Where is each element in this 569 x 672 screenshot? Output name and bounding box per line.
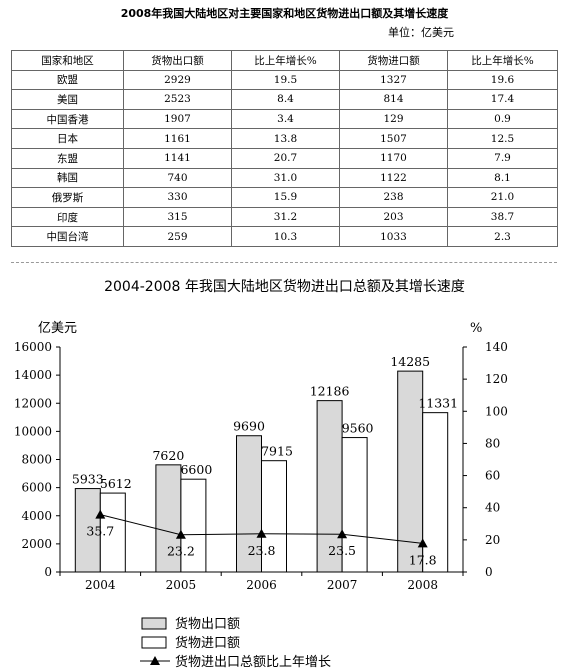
chart-title: 2004-2008 年我国大陆地区货物进出口总额及其增长速度 (104, 279, 465, 295)
table-row: 欧盟 2929 19.5 1327 19.6 (11, 69, 558, 91)
y2-tick-label: 0 (485, 565, 493, 579)
table-cell: 31.2 (231, 206, 340, 228)
import-bar (99, 492, 126, 573)
import-bar (341, 437, 368, 573)
table-cell: 1327 (339, 69, 448, 91)
separator (11, 262, 557, 263)
table-cell: 15.9 (231, 187, 340, 208)
growth-marker (256, 528, 267, 538)
export-bar (155, 464, 182, 573)
growth-marker (417, 538, 428, 548)
table-cell: 8.1 (447, 167, 558, 189)
export-bar (316, 400, 343, 573)
y2-tick-label: 80 (485, 436, 500, 450)
import-value-label: 7915 (261, 444, 293, 459)
y-tick-label: 2000 (21, 537, 52, 551)
legend-import-swatch (141, 636, 167, 649)
table-cell: 7.9 (447, 147, 558, 169)
y-tick-label: 10000 (14, 424, 52, 438)
y-axis-label: 亿美元 (38, 321, 77, 336)
table-row: 俄罗斯 330 15.9 238 21.0 (11, 187, 558, 208)
legend-growth-label: 货物进出口总额比上年增长 (175, 654, 331, 670)
y-tick-label: 16000 (14, 340, 52, 354)
import-value-label: 5612 (100, 476, 132, 491)
table-cell: 1507 (339, 128, 448, 149)
table-title: 2008年我国大陆地区对主要国家和地区货物进出口额及其增长速度 (120, 7, 449, 20)
growth-marker (95, 509, 106, 519)
y-tick-label: 8000 (21, 453, 52, 467)
table-row: 日本 1161 13.8 1507 12.5 (11, 128, 558, 149)
table-cell: 20.7 (231, 147, 340, 169)
x-tick-label: 2008 (407, 578, 438, 592)
y-tick-label: 4000 (21, 509, 52, 523)
table-cell: 1033 (339, 226, 448, 247)
y-tick-label: 6000 (21, 481, 52, 495)
table-cell: 俄罗斯 (11, 187, 124, 208)
y2-axis-label: % (470, 321, 482, 336)
growth-marker (337, 529, 348, 539)
growth-value-label: 23.8 (248, 543, 276, 558)
table-cell: 17.4 (447, 89, 558, 110)
legend-export-label: 货物出口额 (175, 616, 240, 632)
y2-tick-label: 120 (485, 372, 508, 386)
y2-tick-label: 40 (485, 501, 500, 515)
table-row: 东盟 1141 20.7 1170 7.9 (11, 147, 558, 169)
table-cell: 2.3 (447, 226, 558, 247)
import-bar (180, 478, 207, 573)
y-tick-label: 12000 (14, 396, 52, 410)
export-value-label: 12186 (310, 384, 350, 399)
export-bar (236, 435, 262, 573)
trade-table: 国家和地区 货物出口额 比上年增长% 货物进口额 比上年增长% 欧盟 2929 19.5 132… (11, 50, 558, 247)
table-cell: 1907 (123, 108, 232, 130)
growth-value-label: 17.8 (409, 552, 437, 567)
growth-value-label: 35.7 (86, 524, 114, 539)
legend-export-swatch (141, 617, 167, 630)
y2-tick-label: 140 (485, 340, 508, 354)
y2-tick-label: 60 (485, 469, 500, 483)
import-bar (422, 412, 449, 573)
table-row: 韩国 740 31.0 1122 8.1 (11, 167, 558, 189)
import-bar (261, 460, 287, 573)
x-tick-label: 2004 (85, 578, 116, 592)
table-cell: 东盟 (11, 147, 124, 169)
x-tick-label: 2006 (246, 578, 277, 592)
growth-value-label: 23.5 (328, 543, 356, 558)
table-cell: 中国香港 (11, 108, 124, 130)
x-tick-label: 2005 (166, 578, 197, 592)
export-value-label: 5933 (72, 472, 104, 487)
y2-tick-label: 20 (485, 533, 500, 547)
legend-growth-marker (150, 656, 160, 665)
import-value-label: 9560 (342, 421, 374, 436)
table-unit: 单位：亿美元 (388, 26, 454, 39)
import-value-label: 11331 (418, 396, 458, 411)
x-tick-label: 2007 (327, 578, 358, 592)
import-value-label: 6600 (180, 462, 212, 477)
table-cell: 中国台湾 (11, 226, 124, 247)
y-tick-label: 14000 (14, 368, 52, 382)
table-cell: 259 (123, 226, 232, 247)
y-tick-label: 0 (44, 565, 52, 579)
table-row: 中国台湾 259 10.3 1033 2.3 (11, 226, 558, 247)
legend-import-label: 货物进口额 (175, 635, 240, 651)
growth-value-label: 23.2 (167, 544, 195, 559)
table-cell: 238 (339, 187, 448, 208)
y2-tick-label: 100 (485, 404, 508, 418)
export-value-label: 7620 (152, 448, 184, 463)
growth-marker (175, 529, 186, 539)
export-value-label: 9690 (233, 419, 265, 434)
table-cell: 10.3 (231, 226, 340, 247)
export-value-label: 14285 (390, 354, 430, 369)
export-bar (74, 488, 101, 573)
